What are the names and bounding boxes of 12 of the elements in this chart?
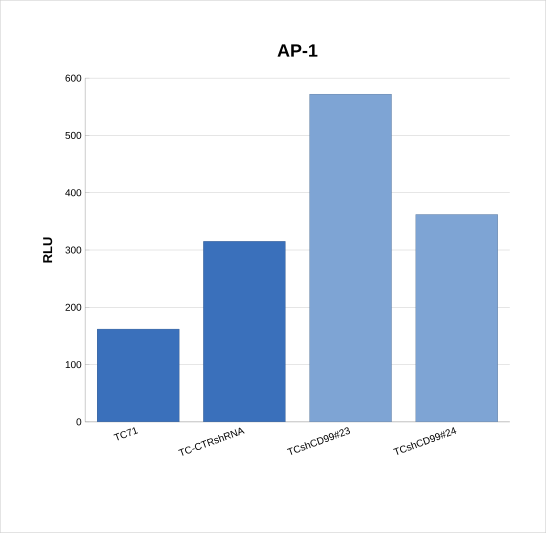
y-tick-label: 400 xyxy=(65,189,82,196)
y-tick-label: 300 xyxy=(65,246,82,254)
chart-title: AP-1 xyxy=(278,44,318,57)
y-tick-label: 500 xyxy=(65,132,82,139)
bar xyxy=(97,328,180,422)
y-tick-label: 0 xyxy=(76,418,82,426)
y-tick-label: 600 xyxy=(66,74,82,82)
y-tick-label: 200 xyxy=(66,304,82,311)
x-tick-label: TC71 xyxy=(113,427,138,440)
bar xyxy=(203,241,286,422)
y-axis-title: RLU xyxy=(43,238,52,262)
y-tick-label: 100 xyxy=(66,361,82,368)
